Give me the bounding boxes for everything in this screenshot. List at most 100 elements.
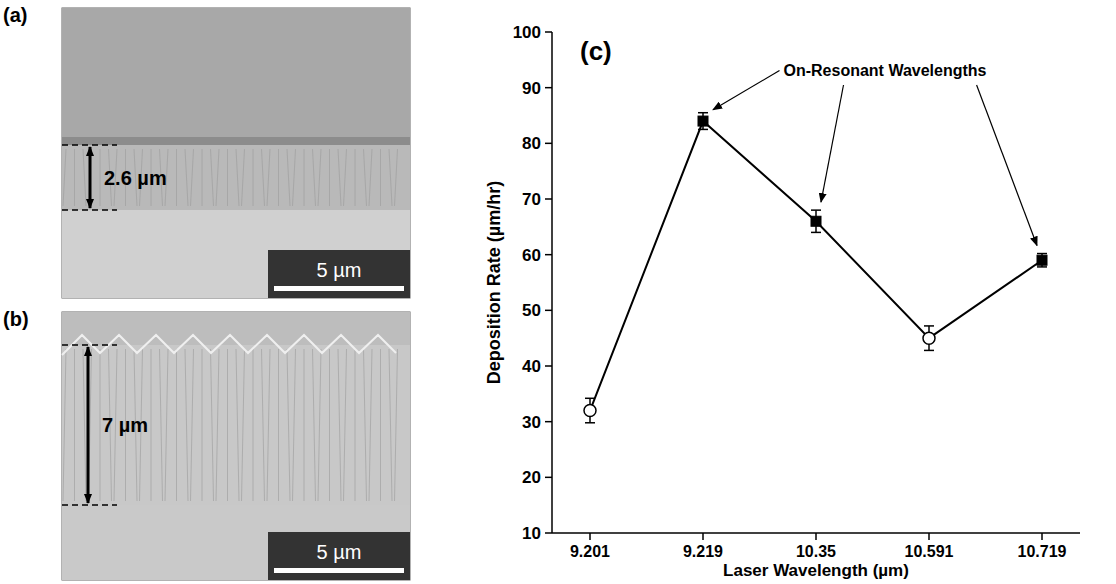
texture — [364, 149, 367, 206]
texture — [364, 349, 367, 501]
error-bar-cap — [1037, 266, 1047, 268]
texture — [355, 349, 356, 501]
x-tick-label: 9.201 — [570, 543, 610, 560]
surface — [62, 335, 396, 355]
texture — [227, 149, 228, 206]
annotation-arrow — [821, 85, 844, 202]
chart: 1020304050607080901009.2019.21910.3510.5… — [484, 23, 1080, 580]
scale-bar-box — [268, 532, 410, 580]
thickness-arrow — [89, 147, 92, 208]
sem-layer — [62, 505, 410, 580]
error-bar-cap — [1037, 253, 1047, 255]
panel-letter: (c) — [580, 36, 612, 66]
error-bar — [698, 113, 708, 130]
sem-layer — [62, 137, 410, 145]
texture — [191, 149, 194, 206]
y-tick-label: 30 — [522, 413, 541, 432]
texture — [100, 349, 101, 501]
texture — [83, 149, 86, 206]
texture — [369, 349, 372, 501]
scale-bar — [274, 286, 404, 291]
y-tick-label: 70 — [522, 190, 541, 209]
annotation-text: On-Resonant Wavelengths — [784, 62, 987, 79]
y-tick — [545, 477, 552, 479]
texture — [395, 149, 398, 206]
y-tick — [545, 31, 552, 33]
y-tick — [545, 310, 552, 312]
x-tick — [815, 533, 817, 540]
texture — [313, 349, 316, 501]
error-bar — [924, 326, 934, 350]
sem-image — [62, 8, 410, 298]
texture — [293, 349, 296, 501]
y-tick — [545, 143, 552, 145]
sem-layer — [62, 145, 410, 210]
thickness-label: 7 µm — [102, 414, 148, 436]
sem-layer — [62, 345, 410, 505]
y-tick-label: 100 — [513, 23, 541, 42]
texture — [293, 149, 296, 206]
texture — [63, 149, 66, 206]
error-bar-cap — [924, 350, 934, 352]
y-tick — [545, 421, 552, 423]
x-axis-title: Laser Wavelength (µm) — [723, 561, 909, 580]
error-bar-cap — [811, 209, 821, 211]
texture — [267, 149, 270, 206]
texture — [236, 149, 239, 206]
texture — [83, 349, 86, 501]
dashed-line — [62, 209, 117, 211]
texture — [304, 349, 305, 501]
texture — [304, 149, 305, 206]
texture — [318, 349, 321, 501]
error-bar-cap — [585, 398, 595, 400]
error-bar-cap — [811, 232, 821, 234]
texture — [278, 149, 279, 206]
texture — [369, 149, 372, 206]
texture — [389, 149, 392, 206]
texture — [338, 149, 341, 206]
dashed-line — [62, 144, 117, 146]
data-point — [698, 116, 708, 126]
y-tick-label: 20 — [522, 468, 541, 487]
texture — [216, 149, 219, 206]
texture — [242, 149, 245, 206]
texture — [344, 349, 347, 501]
dashed-line — [62, 344, 117, 346]
x-tick — [1041, 533, 1043, 540]
x-tick-label: 10.35 — [796, 543, 836, 560]
sem-layer — [62, 210, 410, 298]
texture — [151, 349, 152, 501]
texture — [329, 149, 330, 206]
y-tick — [545, 532, 552, 534]
texture — [236, 349, 239, 501]
data-point — [584, 405, 596, 417]
texture — [355, 149, 356, 206]
texture — [338, 349, 341, 501]
texture — [227, 349, 228, 501]
y-tick — [545, 198, 552, 200]
texture — [253, 149, 254, 206]
y-tick — [545, 365, 552, 367]
texture — [216, 349, 219, 501]
data-line — [590, 121, 1042, 410]
y-tick-label: 60 — [522, 246, 541, 265]
texture — [74, 149, 75, 206]
texture — [380, 349, 381, 501]
scale-bar-label: 5 µm — [317, 541, 362, 563]
texture — [176, 149, 177, 206]
panel-letter: (b) — [3, 308, 29, 330]
y-tick-label: 90 — [522, 79, 541, 98]
texture — [63, 349, 66, 501]
x-tick — [702, 533, 704, 540]
data-point — [1037, 255, 1047, 265]
error-bar — [811, 210, 821, 232]
error-bar-cap — [698, 129, 708, 131]
texture — [253, 349, 254, 501]
thickness-label: 2.6 µm — [104, 167, 167, 189]
data-point — [811, 216, 821, 226]
annotation-arrow — [713, 71, 780, 110]
y-tick — [545, 254, 552, 256]
texture — [202, 349, 203, 501]
thickness-arrow — [87, 347, 90, 503]
y-tick-label: 40 — [522, 357, 541, 376]
